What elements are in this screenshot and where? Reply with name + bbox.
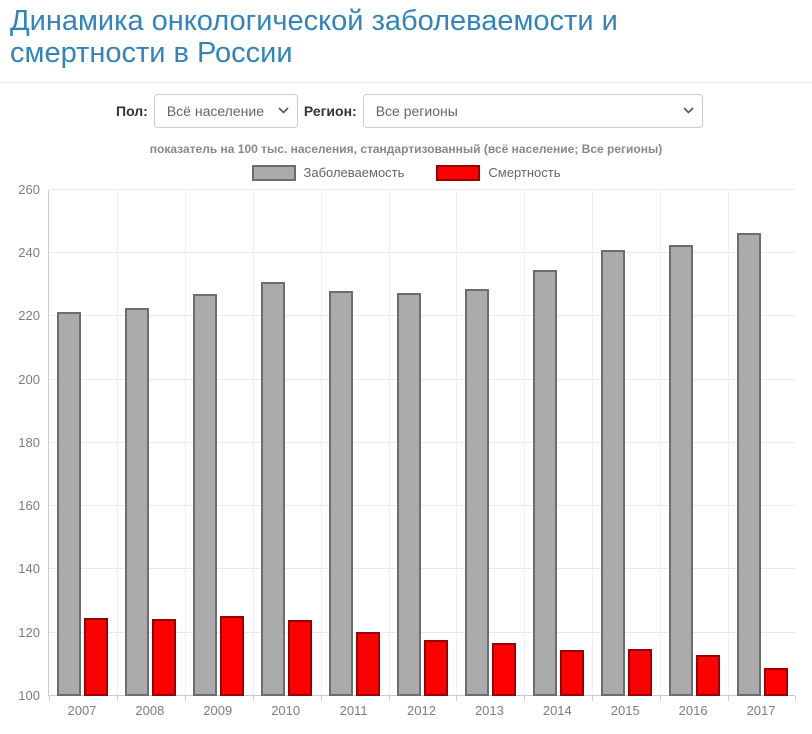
y-tick-label: 180	[18, 434, 40, 450]
bar-incidence-2017[interactable]	[736, 232, 761, 696]
x-tick-label: 2013	[474, 702, 504, 718]
bar-incidence-2010[interactable]	[261, 281, 286, 696]
region-select[interactable]: Все регионы	[362, 93, 703, 128]
bar-mortality-2015[interactable]	[627, 649, 652, 696]
chart-legend: Заболеваемость Смертность	[0, 164, 812, 181]
x-axis-tick	[728, 695, 729, 701]
gridline	[389, 189, 390, 695]
bar-incidence-2016[interactable]	[668, 244, 693, 696]
bar-chart: Заболеваемость Смертность 100 120 140 160 180…	[0, 162, 812, 734]
gridline	[185, 189, 186, 695]
gridline	[49, 378, 795, 380]
bar-incidence-2007[interactable]	[57, 312, 82, 696]
x-axis-tick	[253, 695, 254, 701]
legend-swatch-icon	[251, 164, 296, 181]
bar-incidence-2015[interactable]	[600, 250, 625, 696]
y-tick-label: 120	[18, 624, 40, 640]
x-tick-label: 2014	[542, 702, 572, 718]
gridline	[49, 568, 795, 570]
x-axis-tick	[524, 695, 525, 701]
x-tick-label: 2017	[746, 702, 776, 718]
bar-incidence-2009[interactable]	[193, 293, 218, 696]
gridline	[524, 189, 525, 695]
x-axis-tick	[592, 695, 593, 701]
gridline	[728, 189, 729, 695]
x-tick-label: 2011	[339, 702, 368, 718]
gridline	[49, 441, 795, 443]
chart-subtitle: показатель на 100 тыс. населения, станда…	[149, 141, 663, 156]
x-axis-tick	[49, 695, 50, 701]
x-tick-label: 2009	[203, 702, 233, 718]
x-tick-label: 2015	[610, 702, 640, 718]
bar-mortality-2017[interactable]	[763, 667, 788, 696]
x-axis-tick	[321, 695, 322, 701]
x-tick-label: 2010	[271, 702, 301, 718]
gridline	[49, 188, 795, 190]
gridline	[117, 189, 118, 695]
region-select-wrap: Все регионы	[362, 93, 703, 128]
bar-mortality-2014[interactable]	[559, 650, 584, 696]
x-tick-label: 2016	[678, 702, 708, 718]
y-tick-label: 160	[18, 498, 40, 514]
y-tick-label: 260	[18, 181, 40, 197]
x-axis-tick	[117, 695, 118, 701]
gridline	[253, 189, 254, 695]
bar-mortality-2009[interactable]	[220, 615, 245, 696]
x-tick-label: 2012	[407, 702, 436, 718]
page-header: Динамика онкологической заболеваемости и…	[0, 0, 812, 83]
legend-label: Смертность	[488, 165, 561, 181]
bar-mortality-2016[interactable]	[695, 654, 720, 696]
y-tick-label: 240	[18, 245, 40, 261]
legend-swatch-icon	[436, 164, 481, 181]
gridline	[49, 505, 795, 507]
bar-mortality-2013[interactable]	[491, 643, 516, 696]
bar-incidence-2008[interactable]	[125, 307, 150, 696]
y-tick-label: 140	[18, 561, 40, 577]
sex-select[interactable]: Всё население	[153, 93, 298, 128]
region-label: Регион:	[303, 102, 357, 119]
sex-select-wrap: Всё население	[153, 93, 298, 128]
gridline	[49, 315, 795, 317]
sex-label: Пол:	[116, 102, 148, 119]
x-tick-label: 2007	[67, 702, 97, 718]
x-axis-tick	[456, 695, 457, 701]
legend-item-mortality[interactable]: Смертность	[436, 164, 561, 181]
gridline	[660, 189, 661, 695]
gridline	[49, 631, 795, 633]
y-tick-label: 100	[18, 687, 40, 703]
gridline	[592, 189, 593, 695]
x-tick-label: 2008	[135, 702, 165, 718]
bar-mortality-2011[interactable]	[356, 632, 381, 696]
y-axis: 100 120 140 160 180 200 220 240 260	[0, 182, 40, 703]
bar-incidence-2012[interactable]	[397, 292, 421, 696]
bar-mortality-2010[interactable]	[288, 620, 313, 696]
x-axis-tick	[660, 695, 661, 701]
bar-mortality-2012[interactable]	[424, 640, 448, 696]
plot-area	[48, 188, 796, 701]
x-axis: 2007 2008 2009 2010 2011 2012 2013 2014 2015 2016…	[48, 703, 795, 723]
bar-incidence-2013[interactable]	[464, 288, 489, 696]
x-axis-tick	[795, 695, 796, 701]
bar-mortality-2007[interactable]	[84, 618, 109, 696]
bar-incidence-2011[interactable]	[329, 290, 354, 696]
filter-controls: Пол: Всё население Регион: Все регионы	[116, 93, 812, 128]
legend-label: Заболеваемость	[303, 165, 405, 181]
bar-mortality-2008[interactable]	[152, 619, 177, 696]
bar-incidence-2014[interactable]	[532, 269, 557, 696]
gridline	[321, 189, 322, 695]
y-tick-label: 220	[18, 308, 40, 324]
y-tick-label: 200	[18, 371, 40, 387]
legend-item-incidence[interactable]: Заболеваемость	[251, 164, 405, 181]
x-axis-tick	[389, 695, 390, 701]
page-title: Динамика онкологической заболеваемости и…	[10, 5, 618, 70]
gridline	[49, 252, 795, 254]
x-axis-tick	[185, 695, 186, 701]
gridline	[456, 189, 457, 695]
